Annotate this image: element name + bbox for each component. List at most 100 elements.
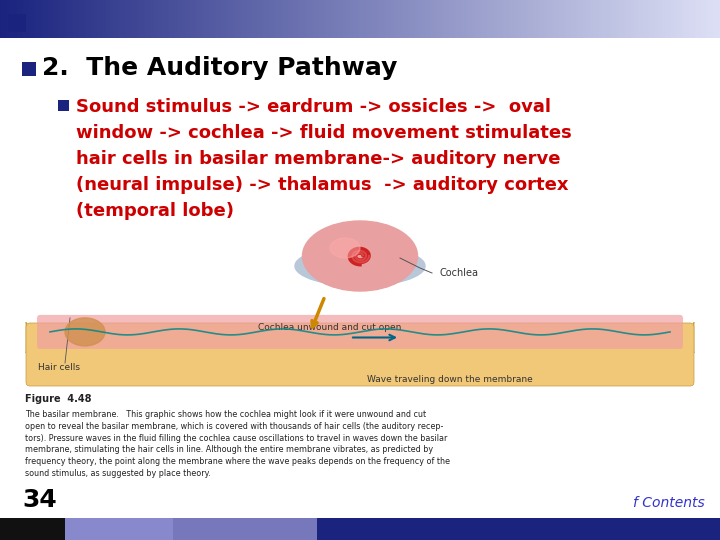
Bar (523, 0, 526, 38)
Bar (247, 0, 251, 38)
Bar (648, 0, 652, 38)
FancyBboxPatch shape (26, 322, 694, 353)
Bar (81, 0, 85, 38)
Bar (110, 0, 114, 38)
Bar (437, 0, 440, 38)
Bar (605, 0, 608, 38)
Bar (595, 0, 598, 38)
Bar (261, 0, 265, 38)
Bar (425, 0, 428, 38)
Bar (185, 0, 188, 38)
Bar (55, 0, 58, 38)
Bar (624, 0, 627, 38)
Bar (506, 0, 510, 38)
Bar (252, 0, 256, 38)
Bar (571, 0, 575, 38)
Bar (485, 0, 488, 38)
Bar (235, 0, 238, 38)
Bar (689, 0, 692, 38)
Bar (158, 0, 162, 38)
Bar (444, 0, 447, 38)
Bar (439, 0, 443, 38)
Text: Cochlea: Cochlea (440, 268, 479, 278)
Bar (703, 0, 706, 38)
Bar (718, 0, 720, 38)
Bar (216, 0, 220, 38)
Bar (43, 0, 47, 38)
Bar (214, 0, 217, 38)
Bar (567, 0, 570, 38)
Bar (156, 0, 159, 38)
Bar (24, 0, 27, 38)
Bar (351, 0, 354, 38)
Bar (420, 0, 423, 38)
Bar (72, 0, 76, 38)
Bar (189, 0, 193, 38)
Bar (432, 0, 436, 38)
Bar (197, 0, 200, 38)
Bar (192, 0, 195, 38)
Bar (77, 0, 80, 38)
Bar (576, 0, 580, 38)
Bar (207, 0, 210, 38)
Bar (286, 0, 289, 38)
Bar (430, 0, 433, 38)
Bar (312, 0, 315, 38)
Text: Hair cells: Hair cells (38, 363, 80, 372)
Bar (516, 0, 519, 38)
Bar (394, 0, 397, 38)
Bar (672, 0, 675, 38)
Bar (612, 0, 616, 38)
Bar (5, 0, 8, 38)
Bar (60, 0, 63, 38)
Bar (480, 0, 483, 38)
Bar (293, 0, 296, 38)
Bar (434, 0, 438, 38)
Bar (266, 0, 270, 38)
Bar (86, 0, 90, 38)
Bar (254, 0, 258, 38)
Bar (449, 0, 452, 38)
Text: f Contents: f Contents (634, 496, 705, 510)
Text: Sound stimulus -> eardrum -> ossicles ->  oval: Sound stimulus -> eardrum -> ossicles ->… (76, 98, 551, 116)
Bar (108, 0, 112, 38)
Bar (58, 0, 61, 38)
Bar (499, 0, 503, 38)
Bar (513, 0, 517, 38)
Bar (79, 0, 83, 38)
Bar (708, 0, 711, 38)
Bar (101, 0, 104, 38)
Bar (526, 0, 529, 38)
Bar (346, 0, 349, 38)
Bar (187, 0, 191, 38)
Bar (679, 0, 683, 38)
Bar (358, 0, 361, 38)
Bar (333, 0, 337, 38)
Bar (329, 0, 332, 38)
Bar (403, 0, 407, 38)
Bar (456, 0, 459, 38)
Bar (127, 0, 130, 38)
Bar (574, 0, 577, 38)
Bar (173, 518, 317, 540)
Bar (665, 0, 668, 38)
Bar (504, 0, 508, 38)
Bar (698, 0, 702, 38)
Bar (475, 0, 479, 38)
Bar (94, 0, 97, 38)
Bar (0, 0, 4, 38)
Bar (288, 0, 292, 38)
Bar (120, 0, 123, 38)
Bar (379, 0, 382, 38)
Bar (598, 0, 601, 38)
Bar (675, 0, 678, 38)
Bar (65, 0, 68, 38)
Bar (307, 0, 310, 38)
Bar (451, 0, 454, 38)
Bar (401, 0, 404, 38)
Ellipse shape (302, 221, 418, 291)
Bar (53, 0, 56, 38)
Bar (29, 0, 32, 38)
Bar (50, 0, 54, 38)
Bar (264, 0, 267, 38)
